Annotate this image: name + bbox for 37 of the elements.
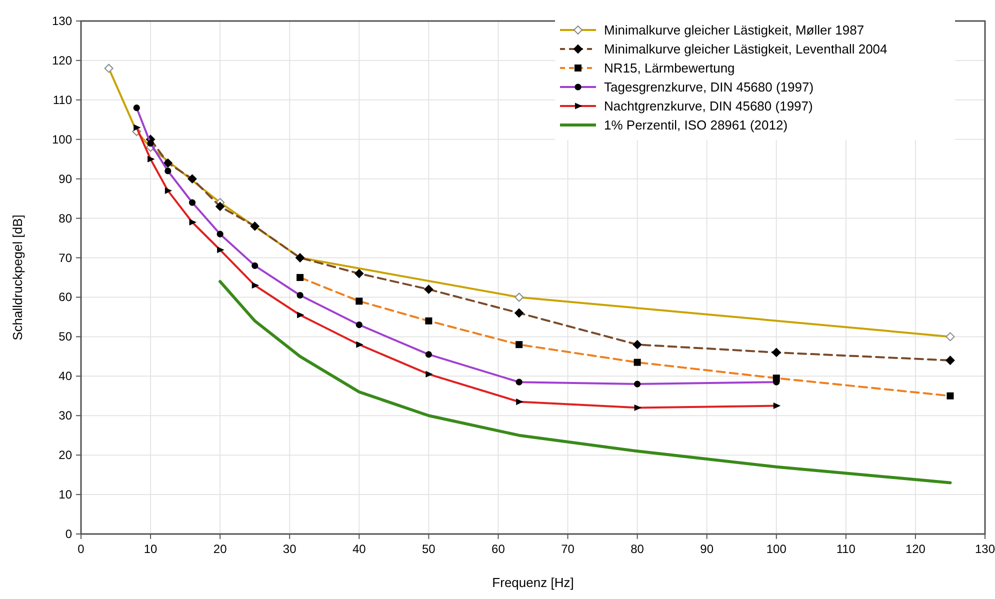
y-tick-label: 120 xyxy=(52,53,72,68)
x-tick-label: 50 xyxy=(422,542,436,556)
x-tick-label: 0 xyxy=(78,542,85,556)
x-tick-label: 110 xyxy=(836,542,856,556)
y-tick-label: 40 xyxy=(58,369,72,384)
legend-label: Minimalkurve gleicher Lästigkeit, Møller 1987 xyxy=(604,22,864,38)
x-tick-label: 90 xyxy=(700,542,714,556)
legend-label: Nachtgrenzkurve, DIN 45680 (1997) xyxy=(604,98,813,114)
legend-label: 1% Perzentil, ISO 28961 (2012) xyxy=(604,118,788,132)
x-tick-label: 80 xyxy=(630,542,644,556)
y-tick-label: 50 xyxy=(58,330,72,344)
y-tick-label: 20 xyxy=(58,448,72,462)
x-tick-label: 20 xyxy=(213,542,228,556)
x-tick-label: 60 xyxy=(492,542,506,556)
y-tick-label: 100 xyxy=(52,132,72,146)
y-tick-label: 110 xyxy=(52,92,72,107)
x-axis-title: Frequenz [Hz] xyxy=(492,575,574,590)
line-series xyxy=(218,280,952,484)
legend-label: Minimalkurve gleicher Lästigkeit, Leventhall 2004 xyxy=(604,42,888,56)
y-tick-label: 30 xyxy=(58,408,72,423)
x-tick-label: 30 xyxy=(282,542,297,556)
y-tick-label: 90 xyxy=(58,172,72,186)
x-tick-label: 100 xyxy=(766,542,787,556)
y-tick-label: 130 xyxy=(52,14,72,28)
y-tick-label: 60 xyxy=(58,290,72,304)
x-tick-label: 70 xyxy=(561,542,575,556)
y-axis-title: Schalldruckpegel [dB] xyxy=(10,214,25,340)
y-tick-label: 70 xyxy=(58,250,72,265)
x-tick-label: 40 xyxy=(352,542,366,556)
legend-label: NR15, Lärmbewertung xyxy=(604,60,735,76)
x-tick-label: 10 xyxy=(144,542,158,556)
x-tick-label: 130 xyxy=(974,542,995,556)
y-tick-label: 80 xyxy=(58,211,72,226)
legend-label: Tagesgrenzkurve, DIN 45680 (1997) xyxy=(604,80,814,94)
y-tick-label: 0 xyxy=(65,527,72,541)
y-tick-label: 10 xyxy=(58,488,72,502)
x-tick-label: 120 xyxy=(905,542,926,556)
